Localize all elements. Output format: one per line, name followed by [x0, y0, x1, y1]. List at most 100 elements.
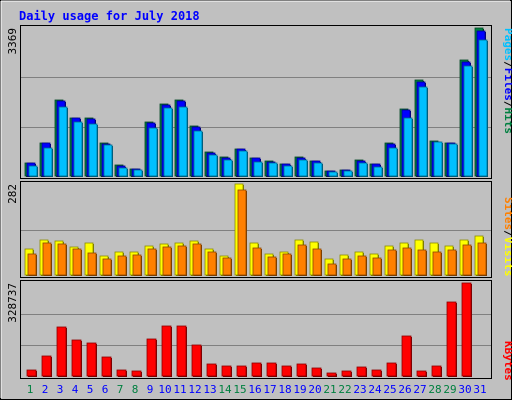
bar-sites-day-14 — [222, 257, 232, 276]
bar-pages-day-30 — [463, 65, 473, 177]
x-tick-label-day-7: 7 — [117, 383, 124, 396]
bar-pages-day-27 — [418, 86, 428, 177]
legend-middle: Sites/Visits — [502, 197, 512, 277]
x-tick-label-day-21: 21 — [323, 383, 336, 396]
legend-separator: / — [502, 61, 512, 68]
bar-pages-day-26 — [403, 117, 413, 177]
bar-sites-day-4 — [72, 248, 82, 276]
bar-sites-day-17 — [267, 256, 277, 276]
bar-kbytes-day-1 — [26, 369, 37, 377]
legend-bottom: KBytes — [502, 341, 512, 381]
bar-kbytes-day-30 — [461, 282, 472, 377]
bar-pages-day-28 — [433, 141, 443, 177]
bar-kbytes-day-6 — [101, 356, 112, 377]
legend-separator: / — [502, 101, 512, 108]
bar-pages-day-20 — [313, 162, 323, 177]
bar-pages-day-25 — [388, 147, 398, 177]
bar-sites-day-24 — [372, 257, 382, 276]
bar-kbytes-day-16 — [251, 362, 262, 377]
x-tick-label-day-4: 4 — [72, 383, 79, 396]
bar-sites-day-7 — [117, 255, 127, 276]
x-tick-label-day-12: 12 — [188, 383, 201, 396]
bar-sites-day-10 — [162, 246, 172, 276]
x-tick-label-day-15: 15 — [233, 383, 246, 396]
legend-top: Pages/Files/Hits — [502, 28, 512, 134]
bars-pages-files-hits — [24, 27, 488, 177]
bar-kbytes-day-8 — [131, 370, 142, 377]
bar-kbytes-day-17 — [266, 362, 277, 377]
bar-kbytes-day-13 — [206, 363, 217, 377]
bar-pages-day-24 — [373, 166, 383, 177]
bar-pages-day-13 — [208, 154, 218, 177]
bars-sites-visits — [24, 183, 487, 276]
bar-kbytes-day-27 — [416, 370, 427, 377]
bar-sites-day-11 — [177, 245, 187, 276]
bar-kbytes-day-19 — [296, 363, 307, 377]
bar-sites-day-25 — [387, 249, 397, 276]
x-tick-label-day-2: 2 — [42, 383, 49, 396]
x-tick-label-day-10: 10 — [158, 383, 171, 396]
bar-sites-day-9 — [147, 248, 157, 276]
bar-sites-day-15 — [237, 189, 247, 276]
x-tick-label-day-19: 19 — [293, 383, 306, 396]
bar-kbytes-day-24 — [371, 369, 382, 377]
bar-kbytes-day-23 — [356, 366, 367, 377]
x-tick-label-day-11: 11 — [173, 383, 186, 396]
bar-sites-day-2 — [42, 242, 52, 276]
x-tick-label-day-16: 16 — [248, 383, 261, 396]
bar-sites-day-1 — [27, 253, 37, 276]
bar-kbytes-day-4 — [71, 339, 82, 377]
bars-kbytes — [26, 282, 472, 377]
x-tick-label-day-3: 3 — [57, 383, 64, 396]
bar-pages-day-9 — [148, 127, 158, 177]
bar-sites-day-19 — [297, 244, 307, 276]
bar-kbytes-day-10 — [161, 325, 172, 377]
x-tick-label-day-6: 6 — [102, 383, 109, 396]
bar-kbytes-day-26 — [401, 335, 412, 377]
bar-sites-day-26 — [402, 247, 412, 276]
bar-kbytes-day-20 — [311, 367, 322, 377]
x-tick-label-day-22: 22 — [338, 383, 351, 396]
legend-pages: Pages — [502, 28, 512, 61]
bar-pages-day-14 — [223, 159, 233, 177]
bar-kbytes-day-14 — [221, 365, 232, 377]
bar-kbytes-day-7 — [116, 369, 127, 377]
bar-pages-day-19 — [298, 159, 308, 177]
bar-pages-day-31 — [478, 39, 488, 177]
x-tick-label-day-23: 23 — [353, 383, 366, 396]
ymax-label-top: 3369 — [6, 28, 19, 55]
bar-kbytes-day-11 — [176, 325, 187, 377]
bar-pages-day-1 — [28, 165, 38, 177]
x-tick-label-day-27: 27 — [413, 383, 426, 396]
legend-hits: Hits — [502, 108, 512, 135]
legend-sites: Sites — [502, 197, 512, 230]
bar-sites-day-8 — [132, 254, 142, 276]
bar-pages-day-11 — [178, 106, 188, 177]
bar-sites-day-21 — [327, 263, 337, 276]
bar-pages-day-17 — [268, 162, 278, 177]
bar-pages-day-29 — [448, 143, 458, 177]
bar-kbytes-day-21 — [326, 372, 337, 377]
x-tick-label-day-24: 24 — [368, 383, 382, 396]
x-tick-label-day-20: 20 — [308, 383, 321, 396]
x-tick-label-day-1: 1 — [27, 383, 34, 396]
bar-pages-day-23 — [358, 162, 368, 177]
bar-kbytes-day-3 — [56, 326, 67, 377]
bar-sites-day-30 — [462, 244, 472, 276]
bar-sites-day-28 — [432, 251, 442, 276]
x-tick-label-day-14: 14 — [218, 383, 232, 396]
x-tick-label-day-31: 31 — [473, 383, 486, 396]
legend-separator: / — [502, 230, 512, 237]
x-axis-day-labels: 1 2 3 4 5 6 7 8 9 10 11 12 13 14 15 16 17 18 19 20 21 22 23 24 2… — [27, 383, 487, 396]
bar-kbytes-day-25 — [386, 362, 397, 377]
panel-bottom-frame — [20, 280, 492, 379]
bar-pages-day-12 — [193, 130, 203, 177]
bar-pages-day-4 — [73, 121, 83, 177]
bar-pages-day-2 — [43, 147, 53, 177]
bar-sites-day-23 — [357, 255, 367, 276]
x-tick-label-day-5: 5 — [87, 383, 94, 396]
bar-sites-day-16 — [252, 247, 262, 276]
bar-sites-day-13 — [207, 251, 217, 276]
legend-files: Files — [502, 68, 512, 101]
